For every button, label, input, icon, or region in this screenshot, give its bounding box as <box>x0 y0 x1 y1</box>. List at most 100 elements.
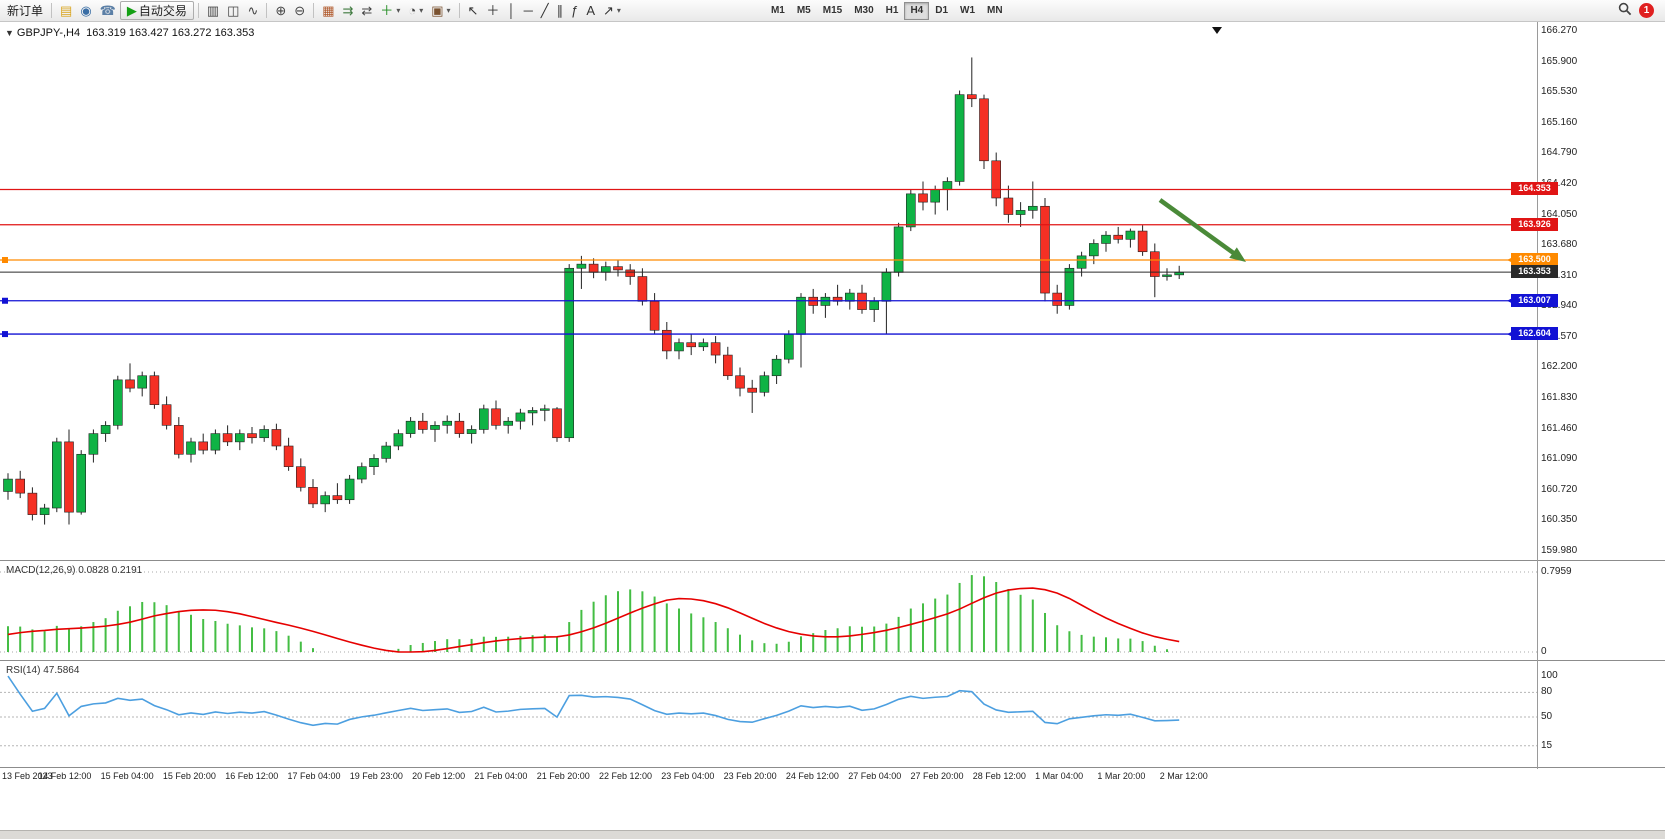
time-axis[interactable]: 13 Feb 2023 14 Feb 12:00 15 Feb 04:00 15 Fe… <box>0 769 1665 787</box>
templates-icon: ▣ <box>431 3 444 18</box>
timeframe-d1[interactable]: D1 <box>929 2 954 20</box>
chart-collapse-icon[interactable]: ▼ <box>5 28 14 38</box>
trendline-button[interactable]: ╱ <box>537 1 553 20</box>
notification-badge[interactable]: 1 <box>1639 3 1654 18</box>
price-axis-label: 162.570 <box>1541 330 1578 342</box>
hline-price-label: 163.926 <box>1511 217 1558 231</box>
zoom-out-button[interactable]: ⊖ <box>290 1 309 20</box>
timeframe-mn[interactable]: MN <box>981 2 1009 20</box>
cursor-button[interactable]: ↖ <box>464 1 483 20</box>
periods-button[interactable]: ◔ ▾ <box>404 1 427 20</box>
price-chart-panel[interactable]: ▼ GBPJPY-,H4 163.319 163.427 163.272 163.3… <box>0 22 1665 561</box>
time-axis-label: 27 Feb 20:00 <box>910 771 964 781</box>
timeframe-group: M1 M5 M15 M30 H1 H4 D1 W1 MN <box>765 1 1009 20</box>
text-button[interactable]: A <box>582 1 599 20</box>
candlestick-chart-button[interactable]: ◫ <box>223 1 243 20</box>
trend-arrow[interactable] <box>1158 198 1246 262</box>
macd-panel[interactable]: MACD(12,26,9) 0.0828 0.2191 0.7959 0 <box>0 562 1665 661</box>
toolbar-separator <box>313 3 315 18</box>
time-axis-label: 21 Feb 04:00 <box>474 771 528 781</box>
chart-ohlc-values: 163.319 163.427 163.272 163.353 <box>86 27 255 39</box>
macd-label: MACD(12,26,9) 0.0828 0.2191 <box>6 565 142 576</box>
rsi-axis-label: 100 <box>1541 670 1558 681</box>
time-axis-label: 15 Feb 04:00 <box>100 771 154 781</box>
rsi-name: RSI(14) <box>6 665 41 676</box>
chart-type-group: ▥ ◫ ∿ <box>203 1 263 20</box>
time-axis-label: 23 Feb 20:00 <box>723 771 777 781</box>
zoom-group: ⊕ ⊖ <box>271 1 309 20</box>
price-axis-label: 161.830 <box>1541 392 1578 404</box>
new-order-button[interactable]: 新订单 <box>3 1 47 20</box>
zoom-in-icon: ⊕ <box>275 3 287 18</box>
crosshair-icon: ＋ <box>486 3 500 18</box>
data-window-button[interactable]: ◉ <box>76 1 95 20</box>
price-axis-separator <box>1537 22 1538 769</box>
candlestick-series <box>3 57 1184 525</box>
terminal-button[interactable]: ☎ <box>96 1 120 20</box>
chart-symbol-label: GBPJPY-,H4 <box>16 27 81 39</box>
time-axis-label: 1 Mar 20:00 <box>1097 771 1146 781</box>
time-axis-label: 21 Feb 20:00 <box>536 771 590 781</box>
dropdown-tools-group: ＋ ▾ ◔ ▾ ▣ ▾ <box>376 1 454 20</box>
chart-shift-button[interactable]: ⇄ <box>357 1 376 20</box>
auto-trading-button[interactable]: ▶ 自动交易 <box>119 1 194 20</box>
horizontal-line[interactable] <box>0 296 1537 305</box>
cursor-icon: ↖ <box>467 3 479 18</box>
time-axis-label: 19 Feb 23:00 <box>349 771 403 781</box>
indicators-button[interactable]: ＋ ▾ <box>376 1 404 20</box>
price-axis-label: 162.940 <box>1541 300 1578 312</box>
horizontal-line-icon: ─ <box>523 3 533 18</box>
time-axis-label: 20 Feb 12:00 <box>412 771 466 781</box>
market-watch-button[interactable]: ▤ <box>56 1 76 20</box>
chart-window: ▼ GBPJPY-,H4 163.319 163.427 163.272 163.3… <box>0 22 1665 839</box>
price-axis-label: 164.050 <box>1541 208 1578 220</box>
standard-icons-group: ▤ ◉ ☎ <box>56 1 120 20</box>
macd-histogram <box>7 575 1168 652</box>
search-icon[interactable] <box>1618 2 1632 19</box>
toolbar-separator <box>458 3 460 18</box>
time-axis-label: 1 Mar 04:00 <box>1035 771 1084 781</box>
price-axis-label: 160.350 <box>1541 514 1578 526</box>
horizontal-line[interactable] <box>0 255 1537 264</box>
templates-button[interactable]: ▣ ▾ <box>427 1 454 20</box>
price-axis-label: 161.460 <box>1541 422 1578 434</box>
auto-trading-icon: ▶ <box>126 3 137 18</box>
time-axis-label: 2 Mar 12:00 <box>1159 771 1208 781</box>
timeframe-m5[interactable]: M5 <box>791 2 817 20</box>
chevron-down-icon: ▾ <box>616 6 621 15</box>
bar-chart-button[interactable]: ▥ <box>203 1 223 20</box>
crosshair-button[interactable]: ＋ <box>482 1 503 20</box>
bar-chart-icon: ▥ <box>206 3 220 18</box>
fibonacci-button[interactable]: ƒ <box>567 1 582 20</box>
auto-scroll-icon: ⇉ <box>342 3 354 18</box>
fibonacci-icon: ƒ <box>571 3 579 18</box>
arrows-button[interactable]: ↗ ▾ <box>599 1 625 20</box>
vertical-line-button[interactable]: │ <box>503 1 519 20</box>
toolbar-right-cluster: 1 <box>1618 2 1662 19</box>
auto-scroll-button[interactable]: ⇉ <box>338 1 357 20</box>
time-axis-label: 15 Feb 20:00 <box>162 771 216 781</box>
zoom-in-button[interactable]: ⊕ <box>271 1 290 20</box>
time-axis-label: 17 Feb 04:00 <box>287 771 341 781</box>
line-chart-button[interactable]: ∿ <box>243 1 262 20</box>
candlestick-chart-icon: ◫ <box>227 3 240 18</box>
timeframe-h1[interactable]: H1 <box>880 2 905 20</box>
time-axis-label: 16 Feb 12:00 <box>225 771 279 781</box>
rsi-panel[interactable]: RSI(14) 47.5864 100 80 50 15 <box>0 662 1665 768</box>
rsi-label: RSI(14) 47.5864 <box>6 665 79 676</box>
tile-windows-button[interactable]: ▦ <box>318 1 338 20</box>
timeframe-m1[interactable]: M1 <box>765 2 791 20</box>
timeframe-w1[interactable]: W1 <box>954 2 981 20</box>
hline-price-label: 162.604 <box>1511 327 1558 341</box>
status-bar <box>0 830 1665 839</box>
window-tools-group: ▦ ⇉ ⇄ <box>318 1 376 20</box>
trendline-icon: ╱ <box>540 3 549 18</box>
horizontal-line-button[interactable]: ─ <box>520 1 537 20</box>
channel-button[interactable]: ∥ <box>553 1 568 20</box>
timeframe-m30[interactable]: M30 <box>848 2 879 20</box>
timeframe-m15[interactable]: M15 <box>817 2 848 20</box>
timeframe-h4[interactable]: H4 <box>904 1 930 20</box>
price-axis-label: 164.420 <box>1541 177 1578 189</box>
macd-main-value: 0.0828 <box>78 565 109 576</box>
horizontal-line[interactable] <box>0 330 1537 339</box>
